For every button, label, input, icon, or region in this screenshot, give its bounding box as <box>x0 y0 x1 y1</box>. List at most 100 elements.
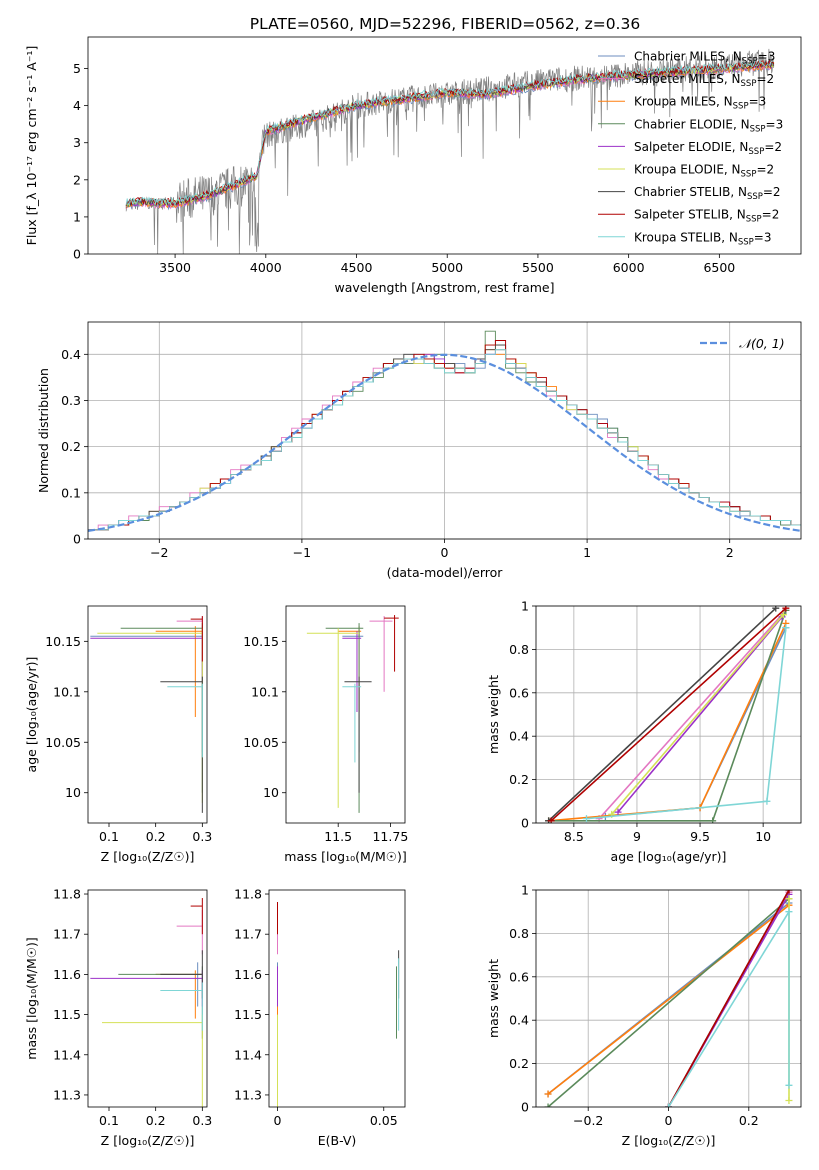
y-tick-label: 10.15 <box>45 634 81 649</box>
y-tick-label: 11.6 <box>53 967 81 982</box>
axes-frame <box>535 605 802 824</box>
x-tick-label: 1 <box>583 545 591 560</box>
weight-marker <box>785 890 793 894</box>
weight-marker <box>614 808 622 816</box>
legend-entry: Salpeter STELIB, NSSP=2 <box>634 208 779 225</box>
y-tick-label: 10.1 <box>53 684 81 699</box>
y-tick-label: 11.3 <box>234 1087 262 1102</box>
x-tick-label: 3500 <box>159 260 191 275</box>
weight-line <box>548 607 777 822</box>
weight-line <box>611 614 784 815</box>
normal-curve <box>88 353 801 532</box>
x-axis-label: mass [log₁₀(M/M☉)] <box>284 849 406 864</box>
x-axis-label: Z [log₁₀(Z/Z☉)] <box>622 1133 716 1148</box>
x-tick-label: 0 <box>274 1113 282 1128</box>
weight-line <box>617 616 783 813</box>
y-tick-label: 0.2 <box>509 1056 529 1071</box>
plot-area <box>306 615 399 813</box>
y-tick-label: 0.8 <box>509 926 529 941</box>
weight-line <box>667 890 790 1107</box>
x-axis-label: wavelength [Angstrom, rest frame] <box>334 280 554 295</box>
axes-frame <box>268 889 406 1108</box>
legend-entry-name: Salpeter STELIB, N <box>634 208 746 222</box>
legend-entry-count: =3 <box>754 230 772 244</box>
weight-marker <box>772 606 780 612</box>
x-tick-label: −1 <box>293 545 311 560</box>
histogram-series <box>88 349 801 531</box>
x-tick-label: 0 <box>441 545 449 560</box>
weight-marker <box>582 815 590 823</box>
y-tick-label: 10.05 <box>45 735 81 750</box>
legend-entry-count: =2 <box>762 208 780 222</box>
y-tick-label: 0.4 <box>61 347 81 362</box>
y-tick-label: 11.5 <box>53 1007 81 1022</box>
legend-entry-name: Chabrier ELODIE, N <box>634 117 750 131</box>
y-tick-label: 0 <box>73 247 81 262</box>
legend-entry-subscript: SSP <box>741 79 757 89</box>
weight-marker <box>665 1103 672 1107</box>
legend-entry-name: Salpeter MILES, N <box>634 72 741 86</box>
legend-entry: Kroupa ELODIE, NSSP=2 <box>634 163 774 180</box>
y-tick-label: 0 <box>521 1100 529 1115</box>
panel-mass-vs-metallicity: 0.1 0.2 0.3 11.3 11.4 11.5 11.6 11.7 11.8 Z [log₁… <box>24 887 212 1148</box>
axes-frame <box>87 889 208 1108</box>
axes-frame <box>87 321 802 540</box>
y-tick-label: 10.05 <box>243 735 279 750</box>
weight-marker <box>785 1096 793 1104</box>
x-tick-label: 0.2 <box>146 1113 166 1128</box>
y-tick-label: 10.15 <box>243 634 279 649</box>
y-tick-label: 5 <box>73 61 81 76</box>
plot-area <box>544 890 793 1107</box>
weight-marker <box>547 817 555 823</box>
x-tick-label: 0.3 <box>192 829 212 844</box>
legend-entry: Chabrier ELODIE, NSSP=3 <box>634 117 783 134</box>
legend-entry-subscript: SSP <box>742 57 758 67</box>
y-tick-label: 10 <box>263 785 279 800</box>
weight-marker <box>709 817 717 823</box>
x-tick-label: −0.2 <box>573 1113 603 1128</box>
weight-marker <box>779 611 787 619</box>
x-tick-label: 9 <box>633 829 641 844</box>
y-tick-label: 0 <box>521 816 529 831</box>
model-line <box>125 59 774 206</box>
x-axis-label: (data-model)/error <box>387 565 504 580</box>
legend-entry-subscript: SSP <box>748 147 764 157</box>
legend-entry-subscript: SSP <box>741 170 757 180</box>
y-tick-label: 0 <box>73 532 81 547</box>
legend-entry: Chabrier MILES, NSSP=3 <box>634 50 775 67</box>
legend-entry-name: Salpeter ELODIE, N <box>634 140 748 154</box>
y-tick-label: 11.3 <box>53 1087 81 1102</box>
y-tick-label: 11.7 <box>53 927 81 942</box>
y-axis-label: Flux [f_λ 10⁻¹⁷ erg cm⁻² s⁻¹ A⁻¹] <box>24 46 39 246</box>
weight-line <box>598 609 787 820</box>
plot-area <box>125 48 775 254</box>
x-tick-label: 0.3 <box>192 1113 212 1128</box>
panel-mass-vs-extinction: 0 0.05 11.3 11.4 11.5 11.6 11.7 11.8 E(B-V) <box>234 887 406 1148</box>
x-tick-label: 0 <box>665 1113 673 1128</box>
legend-entry-count: =3 <box>749 95 767 109</box>
weight-line <box>667 908 790 1107</box>
x-tick-label: 11.5 <box>324 829 352 844</box>
y-tick-label: 11.5 <box>234 1007 262 1022</box>
y-tick-label: 0.4 <box>509 729 529 744</box>
legend-entry: Salpeter MILES, NSSP=2 <box>634 72 774 89</box>
x-tick-label: 0.2 <box>739 1113 759 1128</box>
y-tick-label: 0.2 <box>509 772 529 787</box>
y-tick-label: 0.6 <box>509 969 529 984</box>
y-tick-label: 11.4 <box>53 1047 81 1062</box>
y-axis-label: age [log₁₀(age/yr)] <box>24 657 39 773</box>
legend-entry-name: Kroupa ELODIE, N <box>634 163 741 177</box>
legend-entry-subscript: SSP <box>733 102 749 112</box>
panel-mass-weight-vs-metallicity: −0.2 0 0.2 0 0.2 0.4 0.6 0.8 1 Z [log₁₀(Z/Z☉)] mas… <box>486 883 802 1148</box>
y-tick-label: 11.8 <box>234 887 262 902</box>
weight-line <box>550 607 787 822</box>
legend-entry: Chabrier STELIB, NSSP=2 <box>634 185 781 202</box>
panel-age-vs-mass: 11.5 11.75 10 10.05 10.1 10.15 mass [log₁₀(M/M… <box>243 605 408 864</box>
axes-frame <box>535 889 802 1108</box>
legend-entry: Kroupa STELIB, NSSP=3 <box>634 230 772 247</box>
y-tick-label: 11.4 <box>234 1047 262 1062</box>
x-tick-label: 2 <box>726 545 734 560</box>
y-tick-label: 10.1 <box>251 684 279 699</box>
y-tick-label: 2 <box>73 172 81 187</box>
